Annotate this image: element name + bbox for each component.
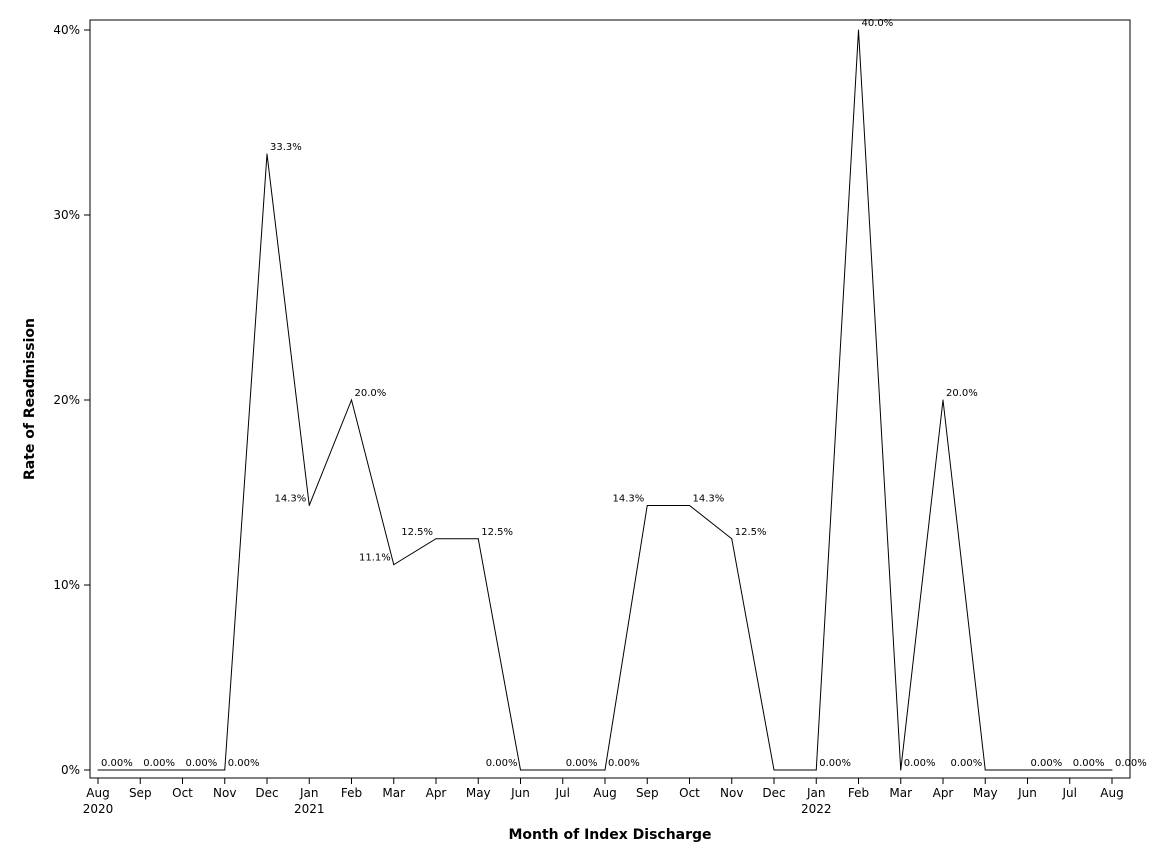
data-label: 40.0% (862, 18, 894, 29)
x-tick-label: Jun (1017, 786, 1037, 800)
x-tick-label: Jan (299, 786, 319, 800)
data-label: 12.5% (481, 527, 513, 538)
data-label: 0.00% (819, 758, 851, 769)
data-point (308, 504, 310, 506)
data-label: 14.3% (612, 493, 644, 504)
data-label: 0.00% (143, 758, 175, 769)
data-point (604, 769, 606, 771)
data-label: 20.0% (946, 388, 978, 399)
x-tick-label: Sep (129, 786, 152, 800)
x-tick-label: Sep (636, 786, 659, 800)
data-point (266, 153, 268, 155)
data-point (351, 399, 352, 401)
data-point (731, 538, 733, 540)
data-point (942, 399, 944, 401)
data-label: 0.00% (1073, 758, 1105, 769)
x-axis-title: Month of Index Discharge (508, 827, 711, 843)
x-tick-label: Jun (510, 786, 530, 800)
data-label: 11.1% (359, 553, 391, 564)
data-point (97, 769, 99, 771)
x-tick-label: May (973, 786, 998, 800)
x-tick-label: Dec (255, 786, 278, 800)
plot-frame (89, 19, 1131, 779)
data-label: 0.00% (186, 758, 218, 769)
data-point (393, 564, 395, 566)
data-label: 0.00% (228, 758, 260, 769)
x-tick-label: Mar (889, 786, 912, 800)
x-tick-label: Aug (593, 786, 616, 800)
data-label: 14.3% (693, 493, 725, 504)
y-tick-label: 40% (53, 23, 80, 37)
data-point (1111, 769, 1113, 771)
data-point (435, 538, 437, 540)
x-tick-label: Dec (762, 786, 785, 800)
data-point (858, 29, 859, 31)
data-label: 0.00% (904, 758, 936, 769)
series-line (98, 29, 1112, 771)
y-tick-label: 10% (53, 578, 80, 592)
data-point (562, 769, 564, 771)
y-tick-label: 30% (53, 208, 80, 222)
x-tick-label: Jan (806, 786, 826, 800)
y-axis: 0% 10% 20% 30% 40% (53, 23, 90, 777)
x-tick-label: Apr (933, 786, 954, 800)
data-label: 0.00% (1115, 758, 1147, 769)
data-point (815, 769, 817, 771)
x-year-label: 2022 (801, 802, 832, 816)
y-axis-title: Rate of Readmission (22, 318, 38, 480)
series-layer (97, 29, 1113, 771)
x-tick-label: Nov (213, 786, 236, 800)
data-label: 33.3% (270, 142, 302, 153)
data-point (689, 504, 690, 506)
data-label: 0.00% (566, 758, 598, 769)
data-point (1069, 769, 1071, 771)
data-label: 12.5% (401, 527, 433, 538)
x-tick-label: Feb (341, 786, 362, 800)
x-tick-label: Oct (679, 786, 700, 800)
data-label: 0.00% (486, 758, 518, 769)
data-label: 14.3% (274, 493, 306, 504)
data-point (182, 769, 183, 771)
x-tick-label: Aug (86, 786, 109, 800)
x-axis: Aug Sep Oct Nov Dec Jan Feb Mar Apr May Jun Jul Aug S… (83, 778, 1124, 816)
data-point (1027, 769, 1028, 771)
data-point (984, 769, 986, 771)
data-label: 0.00% (950, 758, 982, 769)
data-point (900, 769, 902, 771)
x-tick-label: Jul (1062, 786, 1077, 800)
x-tick-label: Aug (1100, 786, 1123, 800)
data-label: 12.5% (735, 527, 767, 538)
x-tick-label: Mar (382, 786, 405, 800)
y-tick-label: 20% (53, 393, 80, 407)
x-tick-label: Jul (555, 786, 570, 800)
x-year-label: 2021 (294, 802, 325, 816)
data-label: 0.00% (1031, 758, 1063, 769)
data-point (139, 769, 141, 771)
data-point (520, 769, 521, 771)
x-tick-label: Nov (720, 786, 743, 800)
x-tick-label: Oct (172, 786, 193, 800)
x-tick-label: May (466, 786, 491, 800)
data-labels: 0.00% 0.00% 0.00% 0.00% 33.3% 14.3% 20.0% 11.1%… (101, 18, 1147, 769)
x-year-label: 2020 (83, 802, 114, 816)
data-point (224, 769, 226, 771)
y-tick-label: 0% (61, 763, 80, 777)
data-point (646, 504, 648, 506)
data-label: 0.00% (101, 758, 133, 769)
data-label: 20.0% (355, 388, 387, 399)
x-tick-label: Apr (426, 786, 447, 800)
x-tick-label: Feb (848, 786, 869, 800)
data-point (477, 538, 479, 540)
data-label: 0.00% (608, 758, 640, 769)
